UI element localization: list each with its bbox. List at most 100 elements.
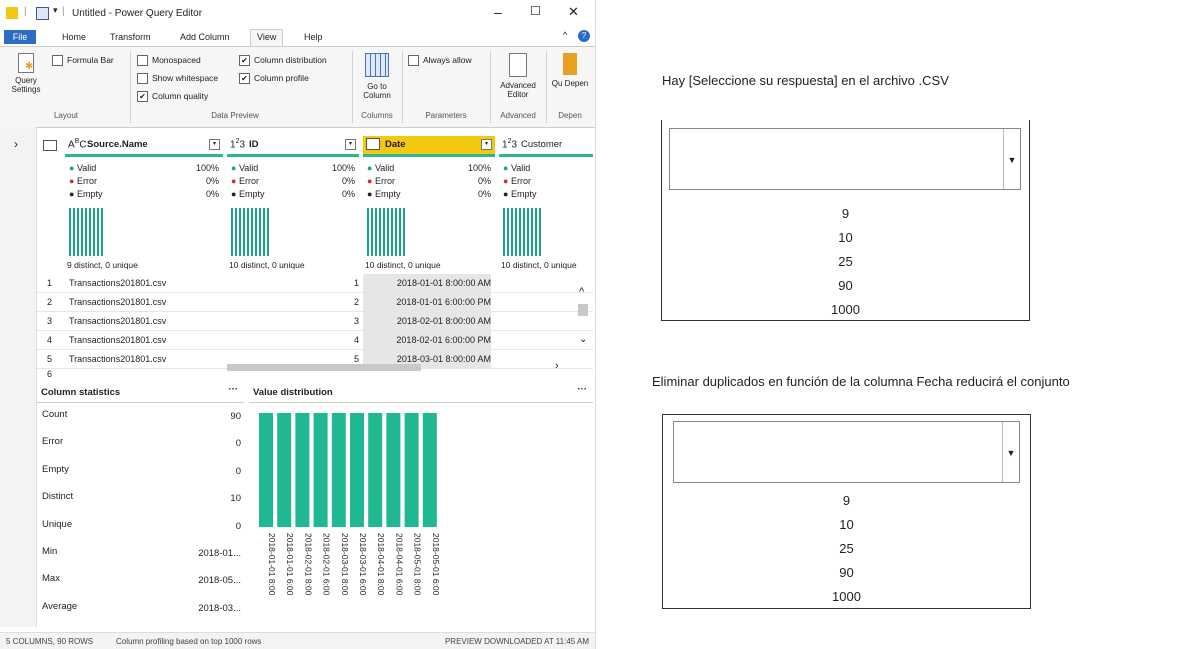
go-to-column-label: Go to Column <box>363 82 391 100</box>
option-25[interactable]: 25 <box>839 541 854 556</box>
row-number: 5 <box>47 354 53 364</box>
show-whitespace-checkbox[interactable]: Show whitespace <box>137 73 218 85</box>
title-separator: | <box>24 6 27 17</box>
cell-date[interactable]: 2018-01-01 6:00:00 PM <box>363 293 491 311</box>
more-options-icon[interactable]: ··· <box>228 384 239 395</box>
advanced-editor-button[interactable]: Advanced Editor <box>494 53 542 99</box>
save-icon[interactable] <box>36 7 49 20</box>
advanced-editor-icon <box>509 53 527 77</box>
tab-file[interactable]: File <box>4 30 36 44</box>
column-quality-label: Column quality <box>152 91 209 101</box>
column-header-id[interactable]: 123 ID ▾ <box>227 136 359 157</box>
collapse-ribbon-icon[interactable]: ^ <box>563 30 568 40</box>
question-1-select[interactable]: ▼ <box>669 128 1021 190</box>
chevron-down-icon[interactable]: ▼ <box>1003 129 1020 189</box>
minimize-button[interactable]: – <box>494 4 502 20</box>
tab-help[interactable]: Help <box>304 32 323 42</box>
help-icon[interactable]: ? <box>578 30 590 42</box>
cell-source-name[interactable]: Transactions201801.csv <box>69 316 167 326</box>
column-distribution-checkbox[interactable]: ✔ Column distribution <box>239 55 327 67</box>
cell-source-name[interactable]: Transactions201801.csv <box>69 278 167 288</box>
vertical-scroll-thumb[interactable] <box>578 304 588 316</box>
always-allow-checkbox[interactable]: Always allow <box>408 55 472 67</box>
table-menu-icon[interactable] <box>43 140 57 151</box>
distribution-bar[interactable] <box>404 413 419 527</box>
option-90[interactable]: 90 <box>838 278 853 293</box>
cell-date[interactable]: 2018-01-01 8:00:00 AM <box>363 274 491 292</box>
cell-id[interactable]: 4 <box>353 335 359 345</box>
column-filter-dropdown-icon[interactable]: ▾ <box>209 139 220 150</box>
cell-date[interactable]: 2018-02-01 6:00:00 PM <box>363 331 491 349</box>
distribution-bar[interactable] <box>277 413 292 527</box>
table-row[interactable]: 3 Transactions201801.csv 3 2018-02-01 8:… <box>37 312 593 331</box>
cell-source-name[interactable]: Transactions201801.csv <box>69 335 167 345</box>
option-9[interactable]: 9 <box>841 206 850 221</box>
cell-date[interactable]: 2018-02-01 8:00:00 AM <box>363 312 491 330</box>
column-header-source-name[interactable]: ABC Source.Name ▾ <box>65 136 223 157</box>
distribution-bar[interactable] <box>422 413 437 527</box>
date-type-icon[interactable] <box>366 138 380 150</box>
query-settings-button[interactable]: ✱ Query Settings <box>6 53 46 94</box>
scroll-right-icon[interactable]: › <box>555 360 559 372</box>
scroll-up-icon[interactable]: ^ <box>579 286 585 298</box>
tab-add-column[interactable]: Add Column <box>180 32 230 42</box>
option-90[interactable]: 90 <box>839 565 854 580</box>
option-25[interactable]: 25 <box>838 254 853 269</box>
number-type-icon[interactable]: 123 <box>230 138 246 151</box>
tab-home[interactable]: Home <box>62 32 87 42</box>
expand-queries-icon[interactable]: › <box>14 137 18 151</box>
cell-id[interactable]: 2 <box>353 297 359 307</box>
cell-date[interactable]: 2018-03-01 8:00:00 AM <box>363 350 491 368</box>
tab-transform[interactable]: Transform <box>110 32 151 42</box>
table-row[interactable]: 1 Transactions201801.csv 1 2018-01-01 8:… <box>37 274 593 293</box>
option-9[interactable]: 9 <box>842 493 851 508</box>
distribution-bar[interactable] <box>259 413 273 527</box>
status-profiling[interactable]: Column profiling based on top 1000 rows <box>116 637 262 646</box>
quick-access-dropdown-icon[interactable]: ▾ <box>53 5 58 15</box>
question-2-select[interactable]: ▼ <box>673 421 1020 483</box>
horizontal-scroll-thumb[interactable] <box>227 364 421 371</box>
distribution-bar[interactable] <box>295 413 310 527</box>
cell-id[interactable]: 3 <box>353 316 359 326</box>
distribution-bar[interactable] <box>331 413 346 527</box>
formula-bar-checkbox[interactable]: Formula Bar <box>52 55 114 67</box>
monospaced-checkbox[interactable]: Monospaced <box>137 55 201 67</box>
option-10[interactable]: 10 <box>838 230 853 245</box>
row-number: 4 <box>47 335 53 345</box>
queries-pane-collapsed: › <box>0 127 37 627</box>
column-filter-dropdown-icon[interactable]: ▾ <box>345 139 356 150</box>
option-10[interactable]: 10 <box>839 517 854 532</box>
table-row[interactable]: 2 Transactions201801.csv 2 2018-01-01 6:… <box>37 293 593 312</box>
option-1000[interactable]: 1000 <box>831 302 860 317</box>
cell-id[interactable]: 5 <box>353 354 359 364</box>
option-1000[interactable]: 1000 <box>832 589 861 604</box>
value-distribution-header: Value distribution ··· <box>249 384 593 403</box>
view-ribbon: ✱ Query Settings Formula Bar Layout Mono… <box>0 46 595 128</box>
table-row[interactable]: 4 Transactions201801.csv 4 2018-02-01 6:… <box>37 331 593 350</box>
distribution-bar[interactable] <box>350 413 364 527</box>
scroll-down-icon[interactable]: ⌄ <box>579 334 588 345</box>
table-row[interactable]: 6 <box>37 369 593 381</box>
column-quality-checkbox[interactable]: ✔ Column quality <box>137 91 209 103</box>
column-filter-dropdown-icon[interactable]: ▾ <box>481 139 492 150</box>
distribution-bar[interactable] <box>313 413 328 527</box>
maximize-button[interactable]: ☐ <box>530 4 541 18</box>
query-dependencies-button[interactable]: Qu Depen <box>550 53 590 88</box>
cell-id[interactable]: 1 <box>353 278 359 288</box>
column-header-date[interactable]: Date ▾ <box>363 136 495 157</box>
tab-view[interactable]: View <box>250 29 284 47</box>
close-button[interactable]: ✕ <box>568 4 579 19</box>
chevron-down-icon[interactable]: ▼ <box>1002 422 1019 482</box>
text-type-icon[interactable]: ABC <box>68 138 87 151</box>
column-profile-checkbox[interactable]: ✔ Column profile <box>239 73 309 85</box>
number-type-icon[interactable]: 123 <box>502 138 518 151</box>
stat-row: Count 90 <box>42 409 241 422</box>
cell-source-name[interactable]: Transactions201801.csv <box>69 354 167 364</box>
more-options-icon[interactable]: ··· <box>577 384 588 395</box>
go-to-column-button[interactable]: Go to Column <box>356 53 398 100</box>
cell-source-name[interactable]: Transactions201801.csv <box>69 297 167 307</box>
query-dependencies-icon <box>563 53 577 75</box>
distribution-bar[interactable] <box>368 413 383 527</box>
distribution-bar[interactable] <box>386 413 401 527</box>
column-header-customer[interactable]: 123 Customer <box>499 136 593 157</box>
